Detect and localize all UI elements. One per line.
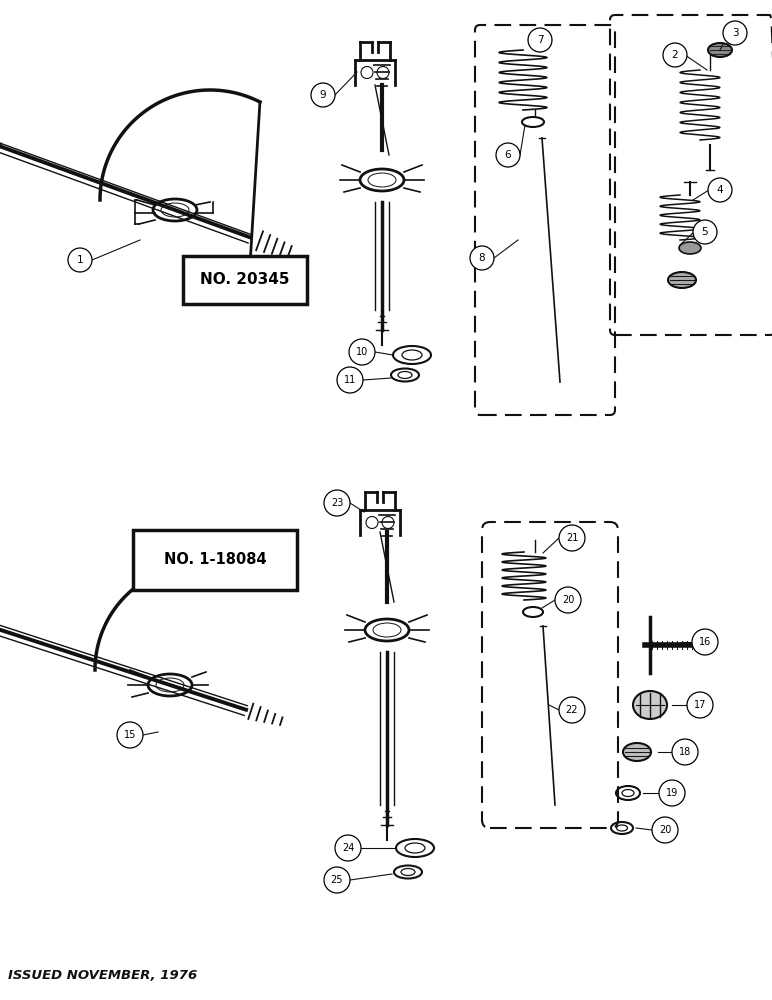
- Text: 17: 17: [694, 700, 706, 710]
- Text: 23: 23: [331, 498, 344, 508]
- Circle shape: [117, 722, 143, 748]
- Circle shape: [708, 178, 732, 202]
- Text: 1: 1: [76, 255, 83, 265]
- Text: 18: 18: [679, 747, 691, 757]
- Ellipse shape: [394, 865, 422, 879]
- Text: 25: 25: [330, 875, 344, 885]
- Text: 21: 21: [566, 533, 578, 543]
- Circle shape: [663, 43, 687, 67]
- Circle shape: [496, 143, 520, 167]
- Ellipse shape: [391, 368, 419, 381]
- Circle shape: [311, 83, 335, 107]
- Circle shape: [555, 587, 581, 613]
- Text: 19: 19: [666, 788, 678, 798]
- FancyBboxPatch shape: [133, 530, 297, 590]
- Text: 16: 16: [699, 637, 711, 647]
- Circle shape: [659, 780, 685, 806]
- Circle shape: [652, 817, 678, 843]
- Circle shape: [723, 21, 747, 45]
- Circle shape: [335, 835, 361, 861]
- Ellipse shape: [679, 242, 701, 254]
- Text: 5: 5: [702, 227, 709, 237]
- Text: 15: 15: [124, 730, 136, 740]
- Circle shape: [528, 28, 552, 52]
- Circle shape: [337, 367, 363, 393]
- Ellipse shape: [668, 272, 696, 288]
- Text: NO. 1-18084: NO. 1-18084: [164, 552, 266, 568]
- Text: 24: 24: [342, 843, 354, 853]
- Text: 7: 7: [537, 35, 543, 45]
- Ellipse shape: [633, 691, 667, 719]
- Text: 11: 11: [344, 375, 356, 385]
- Ellipse shape: [522, 117, 544, 127]
- Ellipse shape: [623, 743, 651, 761]
- Circle shape: [68, 248, 92, 272]
- Circle shape: [687, 692, 713, 718]
- Circle shape: [692, 629, 718, 655]
- Text: 20: 20: [562, 595, 574, 605]
- Text: 22: 22: [566, 705, 578, 715]
- Circle shape: [470, 246, 494, 270]
- Ellipse shape: [611, 822, 633, 834]
- Circle shape: [349, 339, 375, 365]
- Circle shape: [559, 525, 585, 551]
- Text: 9: 9: [320, 90, 327, 100]
- Ellipse shape: [523, 607, 543, 617]
- Circle shape: [672, 739, 698, 765]
- Text: 10: 10: [356, 347, 368, 357]
- FancyBboxPatch shape: [183, 256, 307, 304]
- Text: 6: 6: [505, 150, 511, 160]
- Text: 8: 8: [479, 253, 486, 263]
- Text: 3: 3: [732, 28, 738, 38]
- Circle shape: [324, 490, 350, 516]
- Circle shape: [559, 697, 585, 723]
- Ellipse shape: [616, 786, 640, 800]
- Circle shape: [324, 867, 350, 893]
- Circle shape: [693, 220, 717, 244]
- Ellipse shape: [396, 839, 434, 857]
- Ellipse shape: [393, 346, 431, 364]
- Text: 4: 4: [716, 185, 723, 195]
- Ellipse shape: [708, 43, 732, 57]
- Text: 2: 2: [672, 50, 679, 60]
- Text: 20: 20: [659, 825, 671, 835]
- Text: ISSUED NOVEMBER, 1976: ISSUED NOVEMBER, 1976: [8, 969, 198, 982]
- Text: NO. 20345: NO. 20345: [200, 272, 290, 288]
